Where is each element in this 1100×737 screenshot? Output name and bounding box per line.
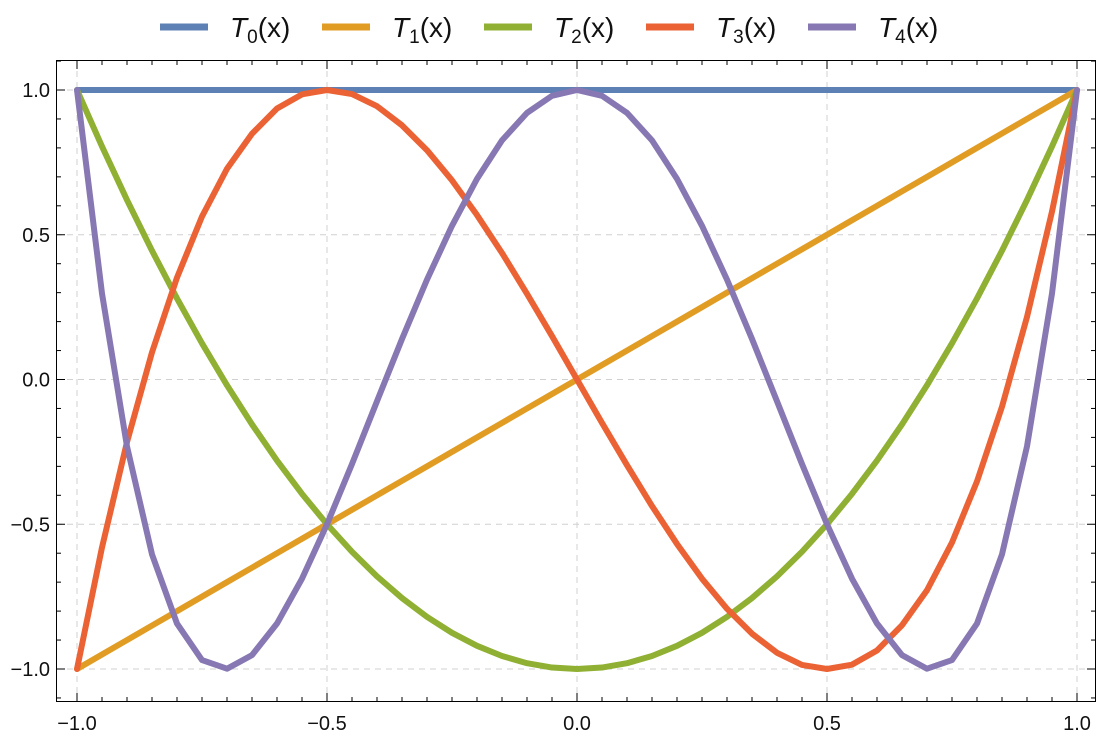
legend-label-suffix: (x) (582, 12, 615, 43)
plot-frame (56, 60, 1096, 702)
legend-label: T3(x) (716, 12, 776, 48)
legend-label: T2(x) (554, 12, 614, 48)
legend-item-t3: T3(x) (646, 12, 776, 48)
x-tick-label: 0.0 (563, 713, 591, 735)
legend-label-main: T (554, 12, 573, 43)
series-line-t3 (74, 87, 1080, 672)
legend-item-t4: T4(x) (808, 12, 938, 48)
x-tick-label: 0.5 (813, 713, 841, 735)
legend-label: T1(x) (392, 12, 452, 48)
y-tick-label: 1.0 (22, 80, 50, 102)
legend: T0(x) T1(x) T2(x) T3(x) T4(x) (160, 12, 938, 48)
legend-label-main: T (878, 12, 897, 43)
x-tick-label: −1.0 (57, 713, 96, 735)
legend-label: T4(x) (878, 12, 938, 48)
legend-item-t1: T1(x) (322, 12, 452, 48)
legend-label: T0(x) (230, 12, 290, 48)
legend-label-suffix: (x) (906, 12, 939, 43)
legend-label-main: T (230, 12, 249, 43)
y-tick-label: −0.5 (11, 514, 50, 536)
legend-label-main: T (392, 12, 411, 43)
y-tick-label: 0.0 (22, 370, 50, 392)
legend-label-suffix: (x) (744, 12, 777, 43)
series-lines (74, 87, 1080, 672)
legend-item-t0: T0(x) (160, 12, 290, 48)
x-tick-label: −0.5 (307, 713, 346, 735)
legend-label-suffix: (x) (258, 12, 291, 43)
legend-label-sub: 1 (409, 27, 420, 48)
legend-label-sub: 4 (895, 27, 906, 48)
series-line-t2 (74, 87, 1080, 672)
legend-label-sub: 2 (571, 27, 582, 48)
legend-label-suffix: (x) (420, 12, 453, 43)
axis-ticks: −1.0 −0.5 0.0 0.5 1.0 1.0 0.5 0.0 −0.5 −1.0 (11, 60, 1096, 735)
series-line-t4 (74, 87, 1080, 672)
y-tick-label: 0.5 (22, 225, 50, 247)
y-tick-label: −1.0 (11, 659, 50, 681)
legend-label-sub: 0 (247, 27, 258, 48)
legend-item-t2: T2(x) (484, 12, 614, 48)
legend-label-sub: 3 (733, 27, 744, 48)
x-tick-label: 1.0 (1063, 713, 1091, 735)
legend-label-main: T (716, 12, 735, 43)
